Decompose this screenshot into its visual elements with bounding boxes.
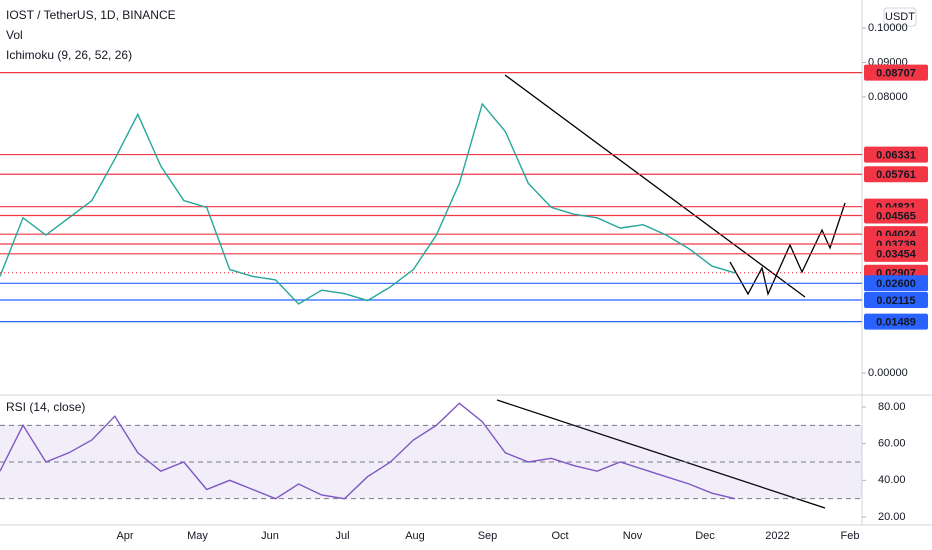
level-label-box	[864, 292, 928, 309]
x-tick-label: 2022	[765, 530, 789, 542]
rsi-title: RSI (14, close)	[6, 400, 85, 414]
level-label-box	[864, 313, 928, 330]
level-label-box	[864, 166, 928, 183]
rsi-band	[0, 425, 862, 499]
level-label: 0.01489	[876, 317, 916, 329]
level-label: 0.08707	[876, 68, 916, 80]
x-tick-label: Apr	[116, 530, 133, 542]
x-tick-label: Sep	[478, 530, 498, 542]
level-label-box	[864, 207, 928, 224]
x-tick-label: Nov	[623, 530, 643, 542]
level-label: 0.06331	[876, 149, 916, 161]
rsi-trend-line	[496, 399, 826, 509]
y-tick-label: 0.10000	[868, 22, 908, 34]
x-tick-label: Jul	[335, 530, 349, 542]
y-tick-label: 0.08000	[868, 91, 908, 103]
rsi-tick-label: 80.00	[878, 401, 906, 413]
rsi-tick-label: 20.00	[878, 511, 906, 523]
x-tick-label: May	[187, 530, 208, 542]
level-label-box	[864, 245, 928, 262]
x-tick-label: Dec	[695, 530, 715, 542]
rsi-tick-label: 60.00	[878, 438, 906, 450]
rsi-tick-label: 40.00	[878, 474, 906, 486]
x-tick-label: Feb	[841, 530, 860, 542]
trend-line	[504, 74, 806, 298]
level-label-box	[864, 146, 928, 163]
indicator-label: Ichimoku (9, 26, 52, 26)	[6, 48, 132, 62]
level-label: 0.04565	[876, 210, 916, 222]
x-tick-label: Jun	[261, 530, 279, 542]
level-label: 0.02600	[876, 278, 916, 290]
x-tick-label: Aug	[405, 530, 425, 542]
chart-title: IOST / TetherUS, 1D, BINANCE	[6, 8, 176, 22]
y-tick-label: 0.00000	[868, 367, 908, 379]
indicator-label: Vol	[6, 28, 23, 42]
projection-path	[729, 202, 846, 297]
level-label: 0.02115	[876, 295, 915, 307]
level-label-box	[864, 64, 928, 81]
level-label-box	[864, 275, 928, 292]
level-label: 0.03454	[876, 249, 917, 261]
currency-button[interactable]	[883, 7, 917, 27]
level-label: 0.05761	[876, 169, 916, 181]
currency-button-label[interactable]: USDT	[885, 11, 915, 23]
price-line	[0, 102, 736, 305]
x-tick-label: Oct	[551, 530, 568, 542]
rsi-line	[0, 402, 736, 500]
